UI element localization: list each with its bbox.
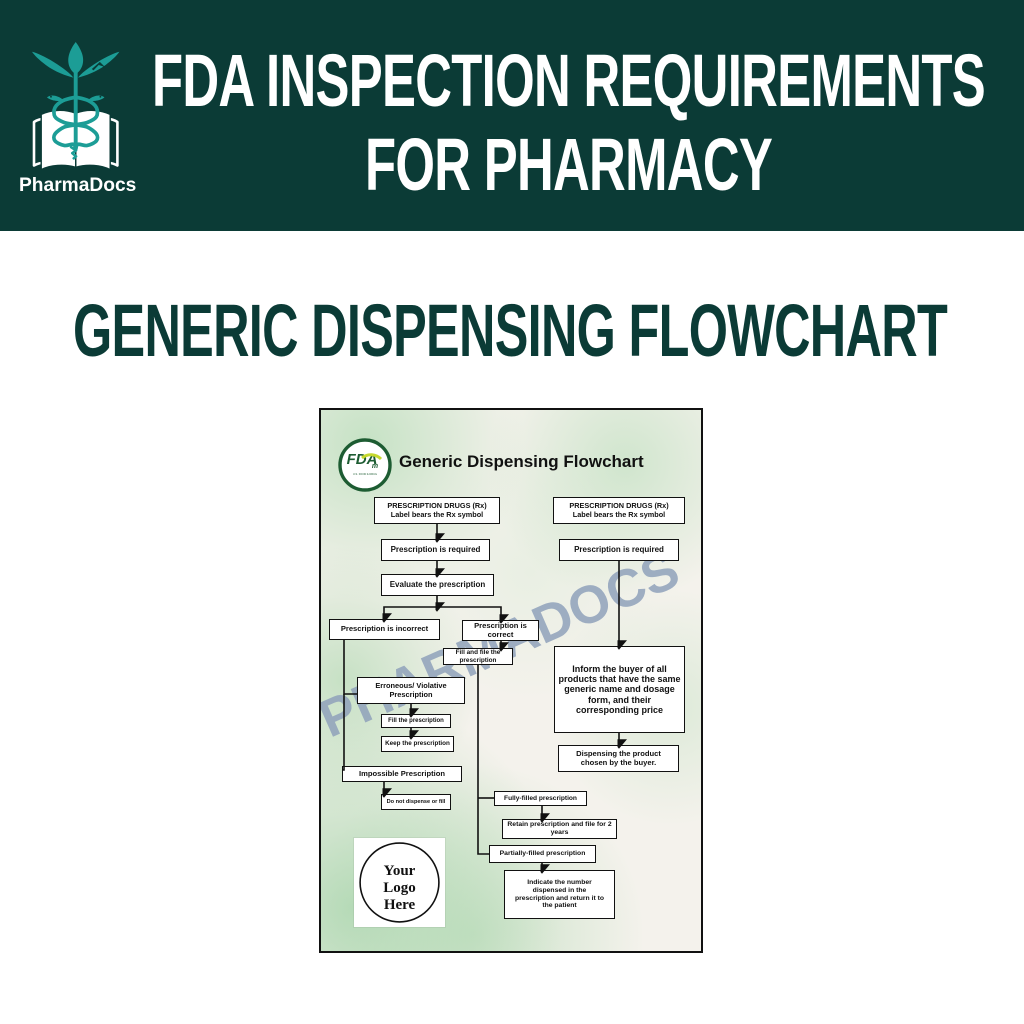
svg-text:Logo: Logo xyxy=(383,880,416,896)
svg-text:PharmaDocs: PharmaDocs xyxy=(19,175,136,196)
svg-text:U.S. FOOD & DRUG: U.S. FOOD & DRUG xyxy=(353,472,377,476)
svg-text:Your: Your xyxy=(384,863,416,879)
svg-text:m: m xyxy=(372,463,378,470)
svg-text:Here: Here xyxy=(384,897,416,913)
